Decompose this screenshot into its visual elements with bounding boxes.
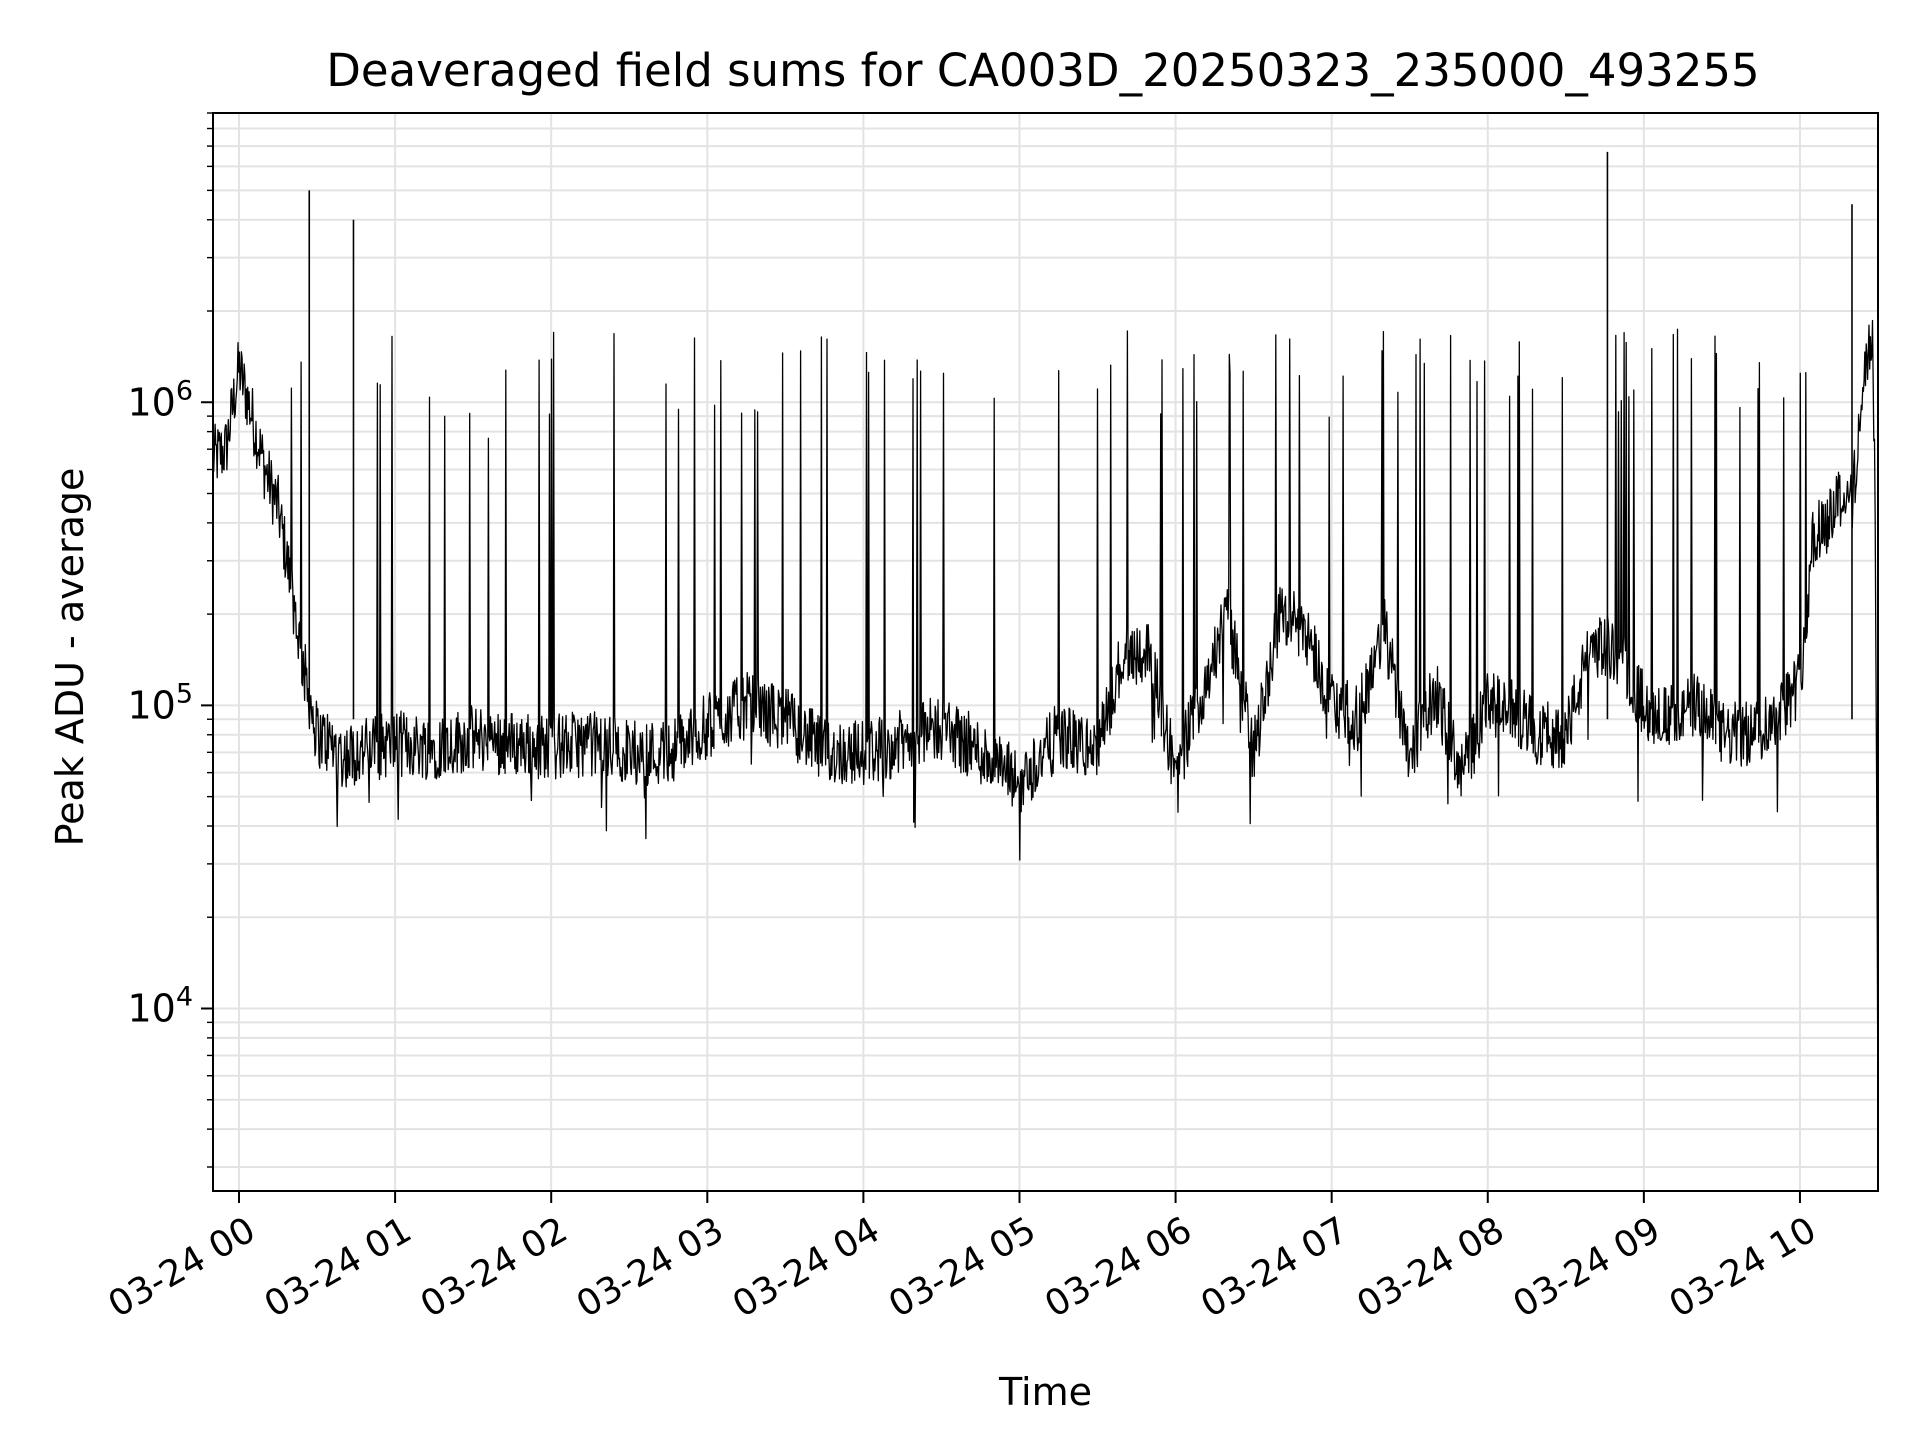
x-tick-label: 03-24 02 [414, 1209, 575, 1325]
grid-lines [213, 112, 1878, 1191]
data-series-layer [212, 151, 1879, 1138]
y-tick-label: 106 [127, 375, 193, 424]
x-tick-label: 03-24 08 [1350, 1209, 1511, 1325]
y-tick-label: 105 [127, 678, 193, 727]
data-line-series [212, 319, 1879, 1138]
plot-area-frame [212, 112, 1879, 1192]
x-tick-label: 03-24 04 [726, 1209, 887, 1325]
y-tick-label-exponent: 4 [176, 982, 193, 1013]
x-tick-label: 03-24 09 [1506, 1209, 1667, 1325]
y-tick-label: 104 [127, 982, 193, 1031]
y-tick-label-exponent: 5 [176, 678, 193, 709]
y-tick-label-base: 10 [127, 380, 175, 424]
x-tick-label: 03-24 06 [1038, 1209, 1199, 1325]
x-tick-label: 03-24 05 [882, 1209, 1043, 1325]
y-tick-label-exponent: 6 [176, 375, 193, 406]
y-tick-label-base: 10 [127, 683, 175, 727]
x-tick-label: 03-24 03 [570, 1209, 731, 1325]
x-tick-label: 03-24 01 [258, 1209, 419, 1325]
x-tick-label: 03-24 00 [102, 1209, 263, 1325]
x-axis-label: Time [999, 1370, 1092, 1414]
y-tick-label-base: 10 [127, 987, 175, 1031]
x-tick-label: 03-24 10 [1663, 1209, 1824, 1325]
x-tick-label: 03-24 07 [1194, 1209, 1355, 1325]
y-axis-label-text: Peak ADU - average [48, 467, 92, 847]
chart-title: Deaveraged field sums for CA003D_2025032… [326, 44, 1760, 97]
